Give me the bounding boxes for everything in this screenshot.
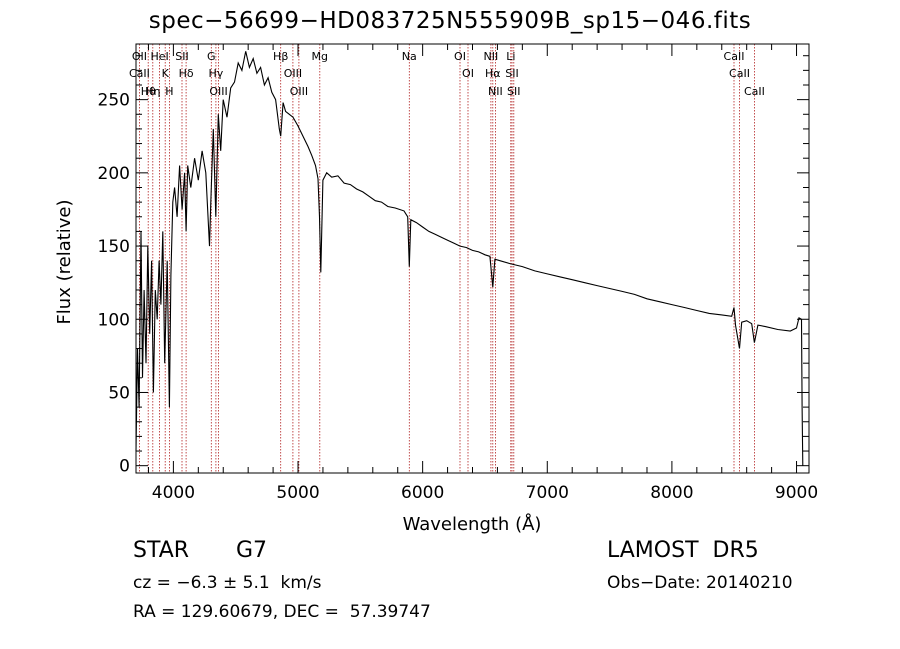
line-label-10-0: OIII <box>209 85 227 98</box>
y-axis-label: Flux (relative) <box>54 199 75 324</box>
line-label-0-0: OII <box>132 50 147 63</box>
line-label-22-0: SII <box>505 67 518 80</box>
object-class: G7 <box>236 538 268 563</box>
x-tick-label: 4000 <box>152 483 195 503</box>
line-label-14-0: Mg <box>312 50 328 63</box>
x-tick-label: 6000 <box>401 483 444 503</box>
line-label-6-0: SII <box>175 50 188 63</box>
ra-dec-coordinates: RA = 129.60679, DEC = 57.39747 <box>133 602 431 622</box>
y-tick-label: 250 <box>98 91 130 111</box>
y-tick-label: 150 <box>98 237 130 257</box>
chart-title: spec−56699−HD083725N555909B_sp15−046.fit… <box>148 8 752 34</box>
spectral-line-markers <box>138 44 755 473</box>
line-label-21-0: Li <box>506 50 515 63</box>
line-label-24-0: CaII <box>724 50 745 63</box>
x-tick-label: 8000 <box>650 483 693 503</box>
line-label-5-0: H <box>165 85 173 98</box>
line-label-17-0: OI <box>462 67 474 80</box>
object-type: STAR <box>133 538 190 563</box>
line-label-26-0: CaII <box>744 85 765 98</box>
line-label-9-0: Hγ <box>209 67 224 80</box>
plot-frame <box>135 43 810 474</box>
x-axis-label: Wavelength (Å) <box>403 513 542 535</box>
line-label-20-0: NII <box>488 85 503 98</box>
axes: 4000 5000 6000 7000 8000 9000 0 50 100 150 200 250 <box>98 44 818 503</box>
x-tick-label: 9000 <box>775 483 818 503</box>
line-label-0-1: CaII <box>129 67 150 80</box>
y-tick-label: 200 <box>98 164 130 184</box>
spectrum-series-line <box>135 51 804 466</box>
line-label-2-0: Hη <box>145 85 160 98</box>
line-label-19-0: Hα <box>485 67 501 80</box>
line-label-11-0: Hβ <box>273 50 288 63</box>
line-label-12-0: OIII <box>284 67 302 80</box>
line-label-23-0: SII <box>507 85 520 98</box>
line-label-4-0: K <box>162 67 170 80</box>
y-tick-label: 100 <box>98 310 130 330</box>
x-tick-label: 5000 <box>276 483 319 503</box>
line-label-18-0: NII <box>484 50 499 63</box>
observation-date: Obs−Date: 20140210 <box>607 573 793 593</box>
y-tick-label: 50 <box>108 383 130 403</box>
survey-name: LAMOST DR5 <box>607 538 759 563</box>
line-label-16-0: OI <box>454 50 466 63</box>
line-label-1-0: Hθ <box>141 85 156 98</box>
line-label-7-0: Hδ <box>179 67 194 80</box>
redshift-velocity: cz = −6.3 ± 5.1 km/s <box>133 573 322 593</box>
line-label-15-0: Na <box>402 50 417 63</box>
line-label-3-0: HeI <box>150 50 168 63</box>
y-tick-label: 0 <box>119 457 130 477</box>
line-label-8-0: G <box>207 50 216 63</box>
line-label-13-0: OIII <box>290 85 308 98</box>
line-label-25-0: CaII <box>729 67 750 80</box>
x-tick-label: 7000 <box>526 483 569 503</box>
